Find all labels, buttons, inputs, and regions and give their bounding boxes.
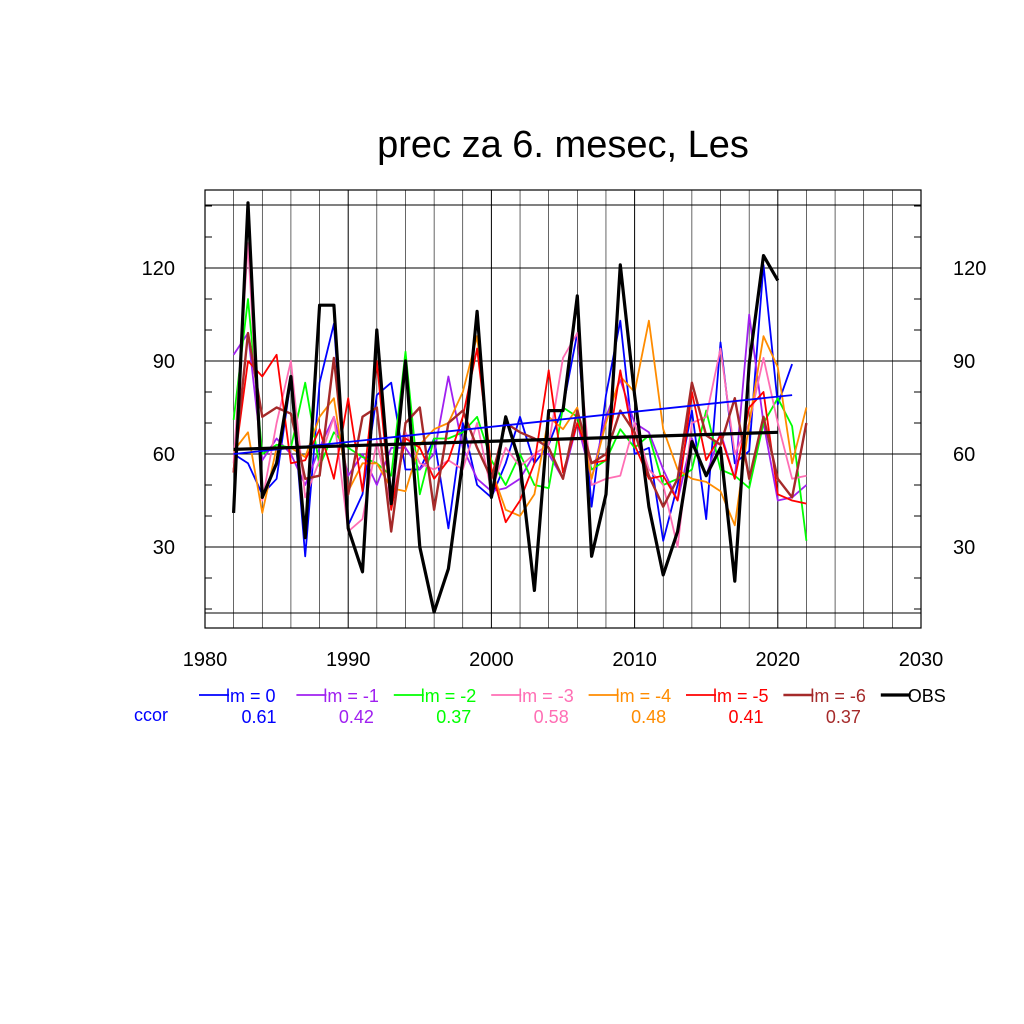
y-tick-label-left: 30 bbox=[153, 537, 175, 559]
ccor-value: 0.48 bbox=[631, 707, 666, 727]
y-tick-label-left: 120 bbox=[142, 258, 175, 280]
legend-label: lm = -3 bbox=[518, 686, 574, 706]
legend-label: OBS bbox=[908, 686, 946, 706]
y-tick-label-right: 60 bbox=[953, 444, 975, 466]
legend-label: lm = -2 bbox=[421, 686, 477, 706]
ccor-value: 0.37 bbox=[436, 707, 471, 727]
x-tick-label: 1990 bbox=[326, 649, 371, 671]
ccor-value: 0.61 bbox=[241, 707, 276, 727]
x-tick-label: 1980 bbox=[183, 649, 228, 671]
ccor-label: ccor bbox=[134, 705, 168, 725]
plot-area bbox=[232, 201, 808, 614]
series-line bbox=[232, 347, 807, 524]
y-tick-label-right: 120 bbox=[953, 258, 986, 280]
x-tick-label: 2010 bbox=[612, 649, 657, 671]
legend-label: lm = -1 bbox=[323, 686, 379, 706]
ccor-value: 0.41 bbox=[728, 707, 763, 727]
x-tick-label: 2020 bbox=[756, 649, 801, 671]
y-tick-label-right: 30 bbox=[953, 537, 975, 559]
legend-label: lm = -5 bbox=[713, 686, 769, 706]
ccor-value: 0.37 bbox=[826, 707, 861, 727]
y-tick-label-left: 60 bbox=[153, 444, 175, 466]
grid bbox=[205, 190, 921, 628]
series-line bbox=[232, 201, 780, 614]
series-line bbox=[232, 331, 808, 533]
ccor-value: 0.42 bbox=[339, 707, 374, 727]
legend-label: lm = -6 bbox=[810, 686, 866, 706]
y-tick-label-left: 90 bbox=[153, 351, 175, 373]
axes: 1980 1990 2000 2010 2020 2030 30 30 60 60 90 90 120 1… bbox=[142, 205, 986, 671]
trend-line bbox=[233, 430, 778, 451]
y-tick-label-right: 90 bbox=[953, 351, 975, 373]
chart-title: prec za 6. mesec, Les bbox=[377, 124, 749, 166]
legend-label: lm = 0 bbox=[226, 686, 276, 706]
x-tick-label: 2000 bbox=[469, 649, 514, 671]
trend-line bbox=[233, 394, 793, 455]
legend-label: lm = -4 bbox=[616, 686, 672, 706]
x-tick-label: 2030 bbox=[899, 649, 944, 671]
series-line bbox=[232, 313, 807, 502]
ccor-value: 0.58 bbox=[534, 707, 569, 727]
plot-frame bbox=[204, 189, 922, 629]
